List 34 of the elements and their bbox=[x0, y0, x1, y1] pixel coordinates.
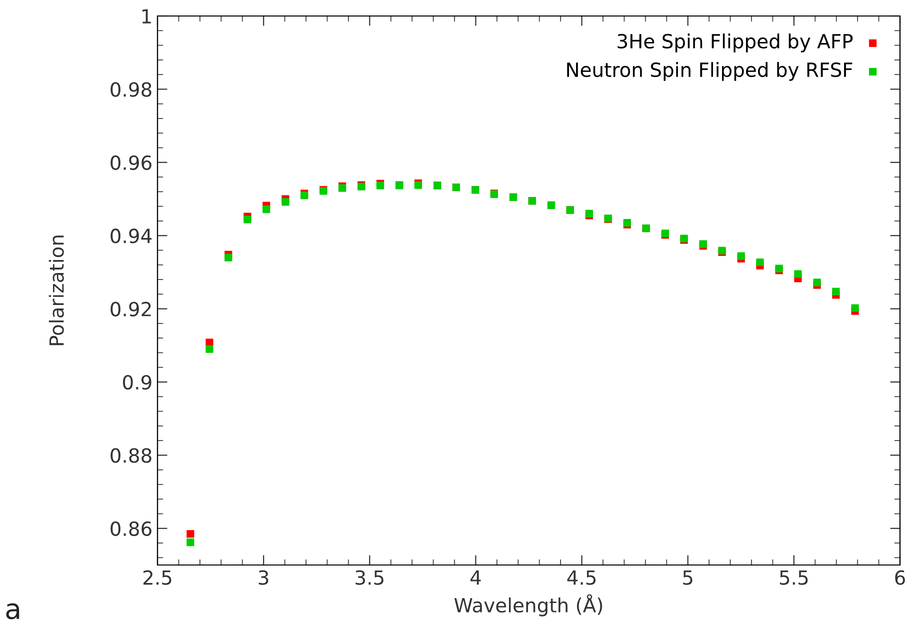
x-tick-label: 3 bbox=[258, 570, 268, 585]
legend-label: Neutron Spin Flipped by RFSF bbox=[567, 62, 852, 81]
point bbox=[737, 252, 745, 260]
point bbox=[206, 345, 214, 353]
x-tick-label: 3.5 bbox=[356, 570, 384, 585]
x-tick-label: 2.5 bbox=[143, 570, 172, 585]
x-tick-label: 5.5 bbox=[780, 570, 808, 585]
y-tick-label: 0.98 bbox=[110, 82, 152, 97]
y-tick-label: 0.96 bbox=[110, 155, 152, 170]
x-axis-title: Wavelength (Å) bbox=[454, 594, 602, 616]
y-tick-label: 0.9 bbox=[123, 374, 152, 390]
y-tick-label: 0.94 bbox=[110, 228, 152, 244]
point bbox=[851, 304, 859, 312]
x-tick-label: 4 bbox=[470, 570, 481, 585]
point bbox=[186, 538, 194, 546]
point bbox=[832, 288, 840, 296]
y-axis-title: Polarization bbox=[48, 236, 64, 346]
text: a bbox=[6, 603, 20, 620]
y-tick-label: 0.88 bbox=[110, 448, 152, 463]
point bbox=[282, 198, 290, 206]
x-tick-label: 6 bbox=[895, 570, 905, 585]
x-tick-label: 4.5 bbox=[567, 570, 596, 585]
point bbox=[262, 205, 270, 214]
point bbox=[244, 216, 252, 224]
y-tick-label: 0.86 bbox=[110, 521, 152, 536]
y-tick-label: 0.92 bbox=[110, 302, 151, 316]
point bbox=[794, 270, 802, 278]
legend-label: 3He Spin Flipped by AFP bbox=[618, 34, 853, 52]
x-tick-label: 5 bbox=[683, 570, 692, 585]
point bbox=[756, 258, 764, 266]
y-tick-label: 1 bbox=[142, 9, 151, 24]
point bbox=[813, 278, 821, 286]
point bbox=[224, 254, 232, 262]
point bbox=[186, 530, 194, 538]
